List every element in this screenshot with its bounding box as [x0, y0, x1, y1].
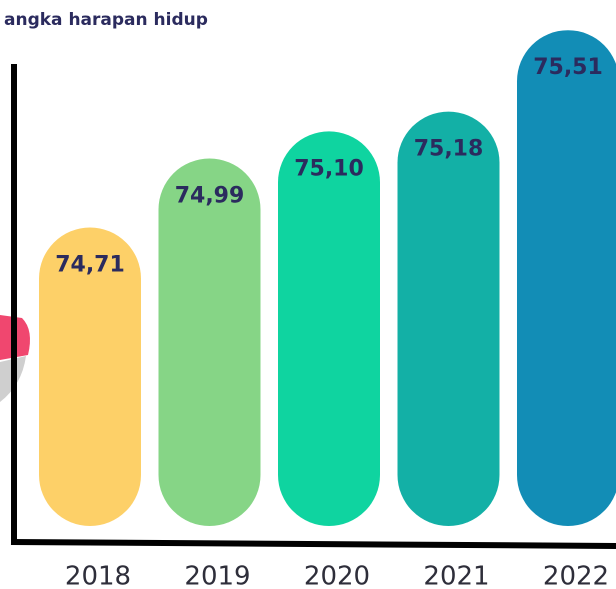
- value-label: 75,18: [414, 137, 484, 162]
- x-tick-label: 2019: [184, 562, 250, 589]
- value-label: 75,51: [533, 55, 603, 80]
- x-tick-label: 2022: [543, 562, 609, 589]
- value-label: 74,99: [175, 183, 245, 208]
- bar: [517, 30, 616, 526]
- chart-title: angka harapan hidup: [4, 10, 208, 30]
- x-tick-label: 2020: [304, 562, 370, 589]
- bar: [158, 158, 261, 526]
- bar: [278, 131, 380, 527]
- value-label: 74,71: [55, 253, 125, 278]
- bar: [39, 227, 141, 527]
- bar: [397, 111, 500, 526]
- value-label: 75,10: [294, 156, 364, 181]
- x-tick-label: 2018: [65, 562, 131, 589]
- x-tick-label: 2021: [423, 562, 489, 589]
- x-axis: [10, 539, 616, 549]
